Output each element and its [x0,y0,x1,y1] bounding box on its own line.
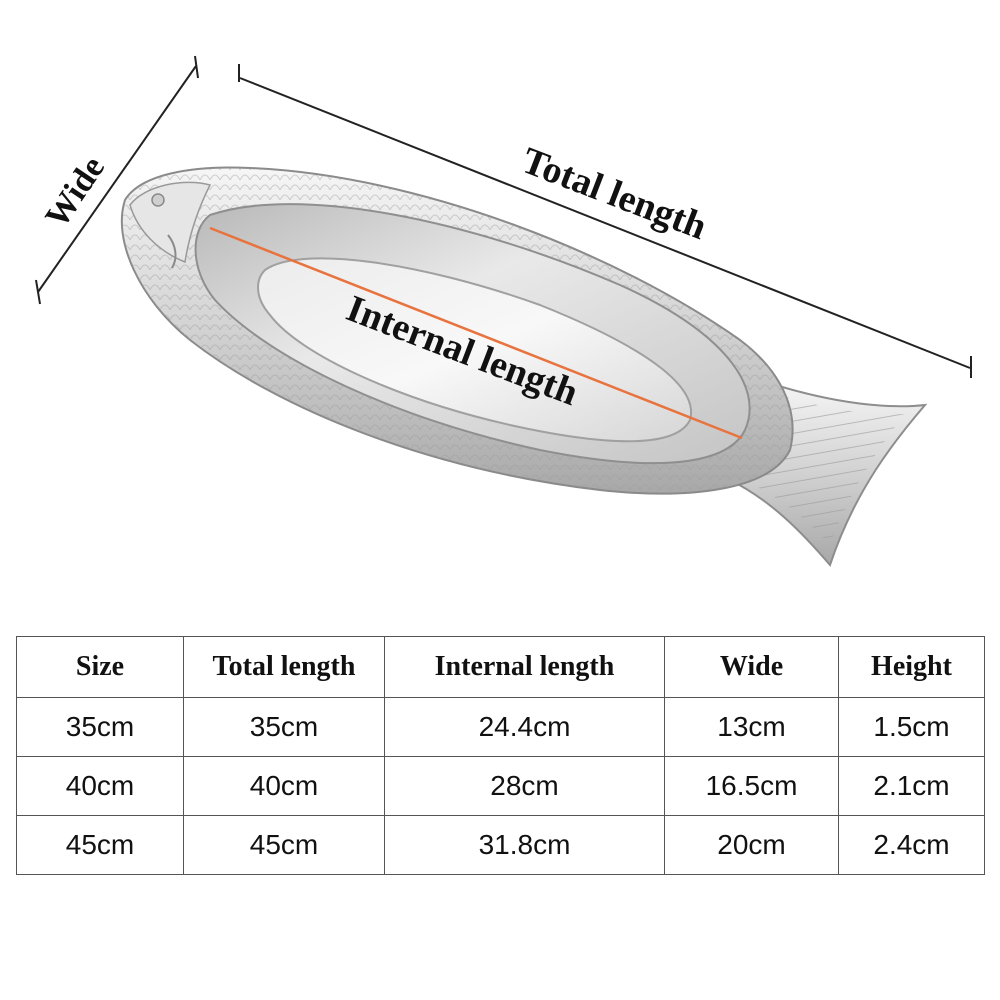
fish-plate-icon [120,166,928,567]
table-row: 40cm 40cm 28cm 16.5cm 2.1cm [16,756,985,816]
header-internal-length: Internal length [384,636,665,698]
cell-total-length: 45cm [183,815,385,875]
product-diagram: Wide Total length [35,55,972,567]
cell-size: 45cm [16,815,184,875]
table-row: 45cm 45cm 31.8cm 20cm 2.4cm [16,815,985,875]
cell-internal-length: 24.4cm [384,697,665,757]
cell-size: 40cm [16,756,184,816]
fish-plate-illustration: Wide Total length [35,55,972,567]
table-header-row: Size Total length Internal length Wide H… [16,636,985,698]
cell-size: 35cm [16,697,184,757]
cell-internal-length: 28cm [384,756,665,816]
cell-height: 1.5cm [838,697,985,757]
cell-total-length: 40cm [183,756,385,816]
cell-height: 2.1cm [838,756,985,816]
cell-height: 2.4cm [838,815,985,875]
header-height: Height [838,636,985,698]
total-length-label: Total length [516,139,712,248]
header-size: Size [16,636,184,698]
cell-wide: 13cm [664,697,839,757]
header-total-length: Total length [183,636,385,698]
header-wide: Wide [664,636,839,698]
cell-internal-length: 31.8cm [384,815,665,875]
wide-label: Wide [38,150,112,234]
cell-wide: 16.5cm [664,756,839,816]
cell-total-length: 35cm [183,697,385,757]
table-row: 35cm 35cm 24.4cm 13cm 1.5cm [16,697,985,757]
size-spec-table: Size Total length Internal length Wide H… [16,636,985,875]
cell-wide: 20cm [664,815,839,875]
